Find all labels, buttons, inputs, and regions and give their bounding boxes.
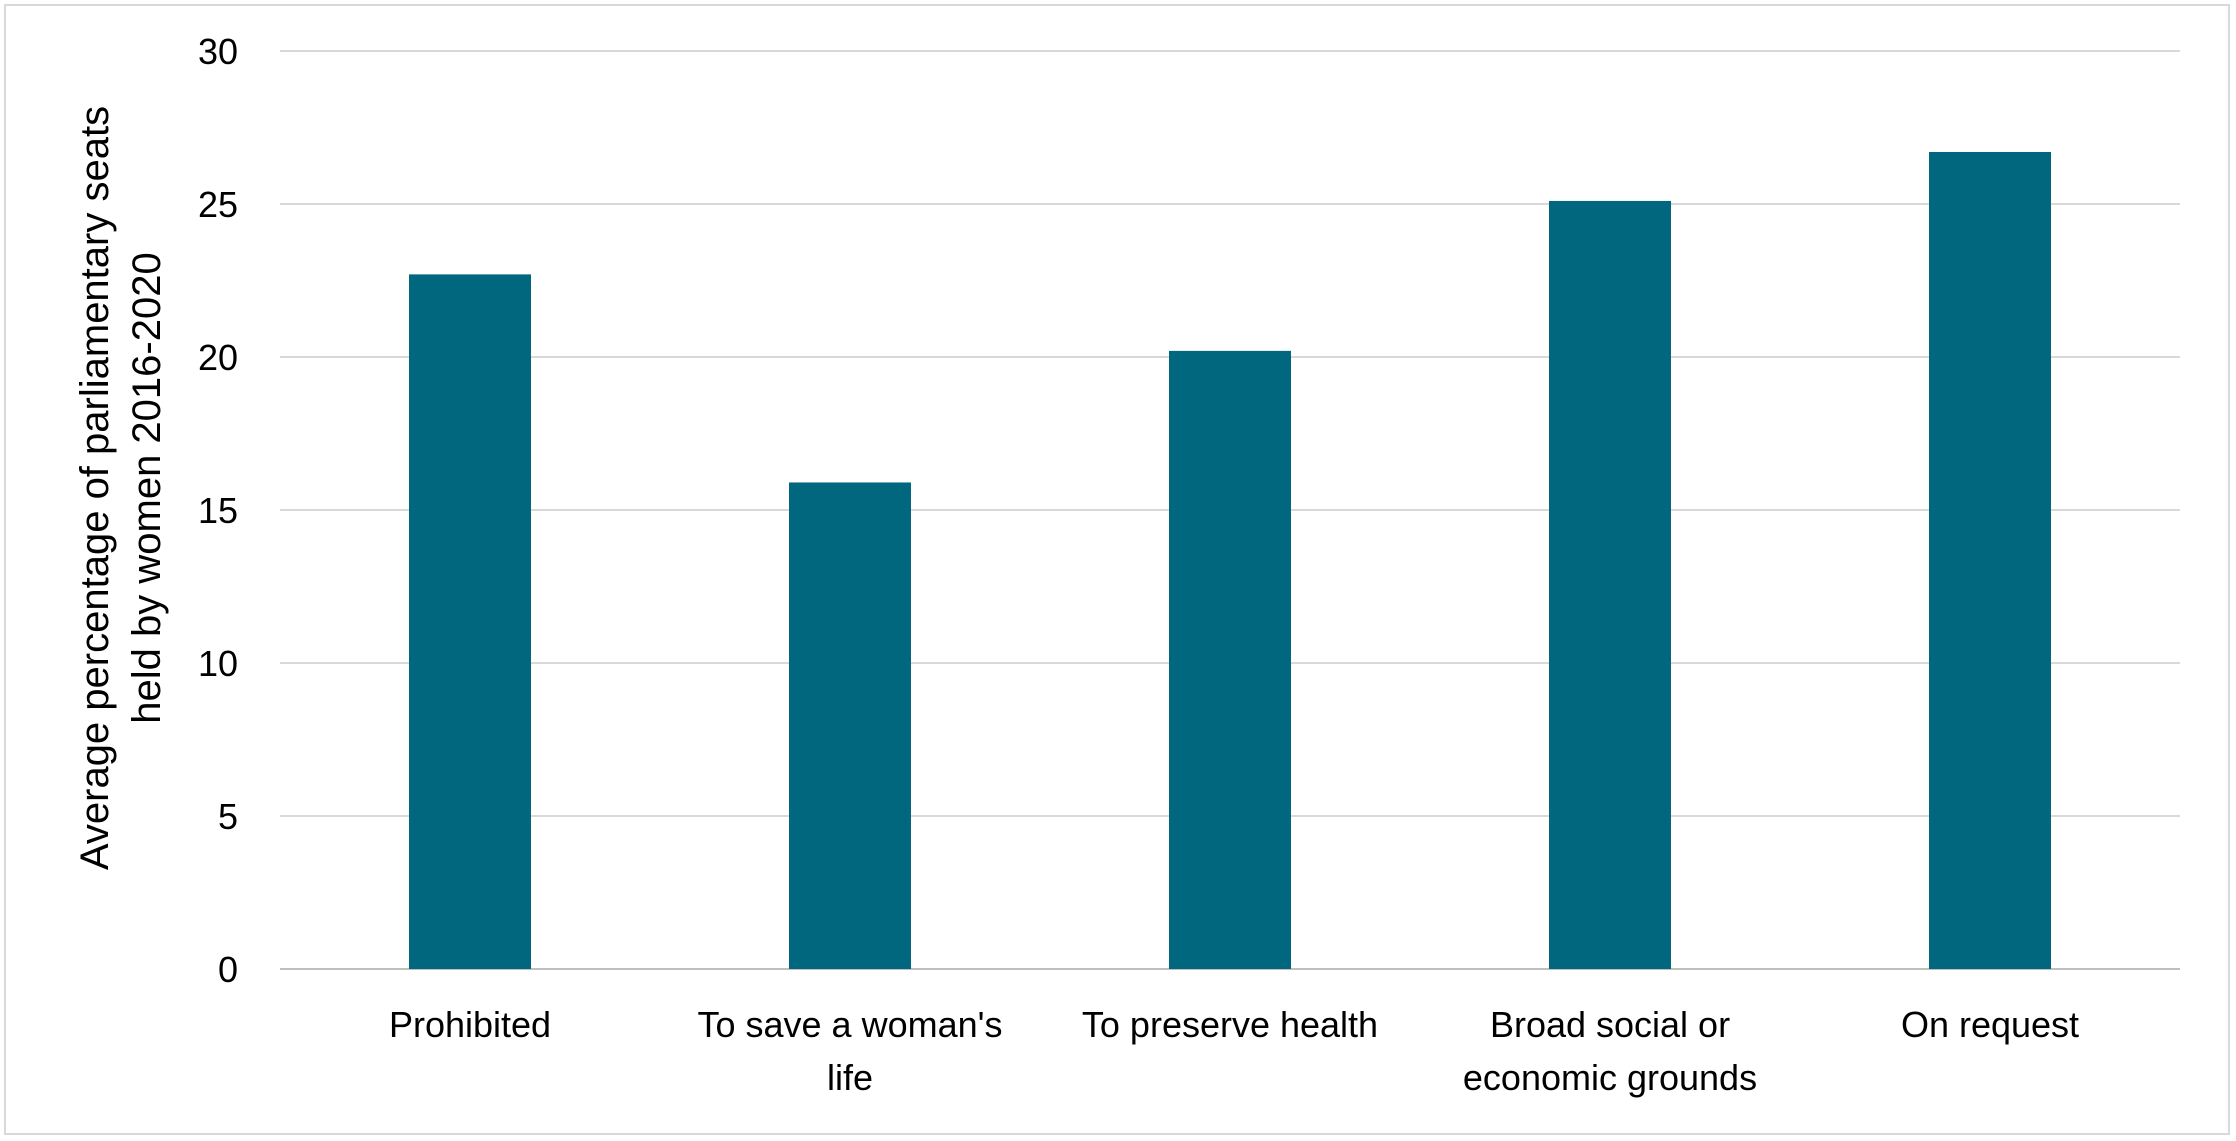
- y-tick-label: 25: [198, 184, 238, 225]
- x-category-label: Prohibited: [389, 1004, 551, 1045]
- bar: [1549, 200, 1671, 969]
- x-category-label: On request: [1901, 1004, 2079, 1045]
- y-axis-title-text: Average percentage of parliamentary seat…: [73, 106, 169, 870]
- x-category-label: Broad social or economic grounds: [1463, 1004, 1757, 1098]
- y-tick-labels: 0 5 10 15 20 25 30: [198, 31, 238, 990]
- y-tick-label: 10: [198, 643, 238, 684]
- y-tick-label: 0: [218, 949, 238, 990]
- x-category-labels: Prohibited To save a woman's life To preser…: [389, 1004, 2079, 1098]
- y-tick-label: 30: [198, 31, 238, 72]
- bar: [1169, 350, 1291, 969]
- bar: [1929, 151, 2051, 970]
- x-category-label: To preserve health: [1082, 1004, 1378, 1045]
- bars: [409, 151, 2051, 970]
- bar: [409, 274, 531, 969]
- y-tick-label: 20: [198, 337, 238, 378]
- y-axis-title: Average percentage of parliamentary seat…: [73, 106, 169, 870]
- bar: [789, 482, 911, 969]
- y-tick-label: 5: [218, 796, 238, 837]
- x-category-label: To save a woman's life: [697, 1004, 1002, 1098]
- y-tick-label: 15: [198, 490, 238, 531]
- chart-frame: [4, 4, 2230, 1135]
